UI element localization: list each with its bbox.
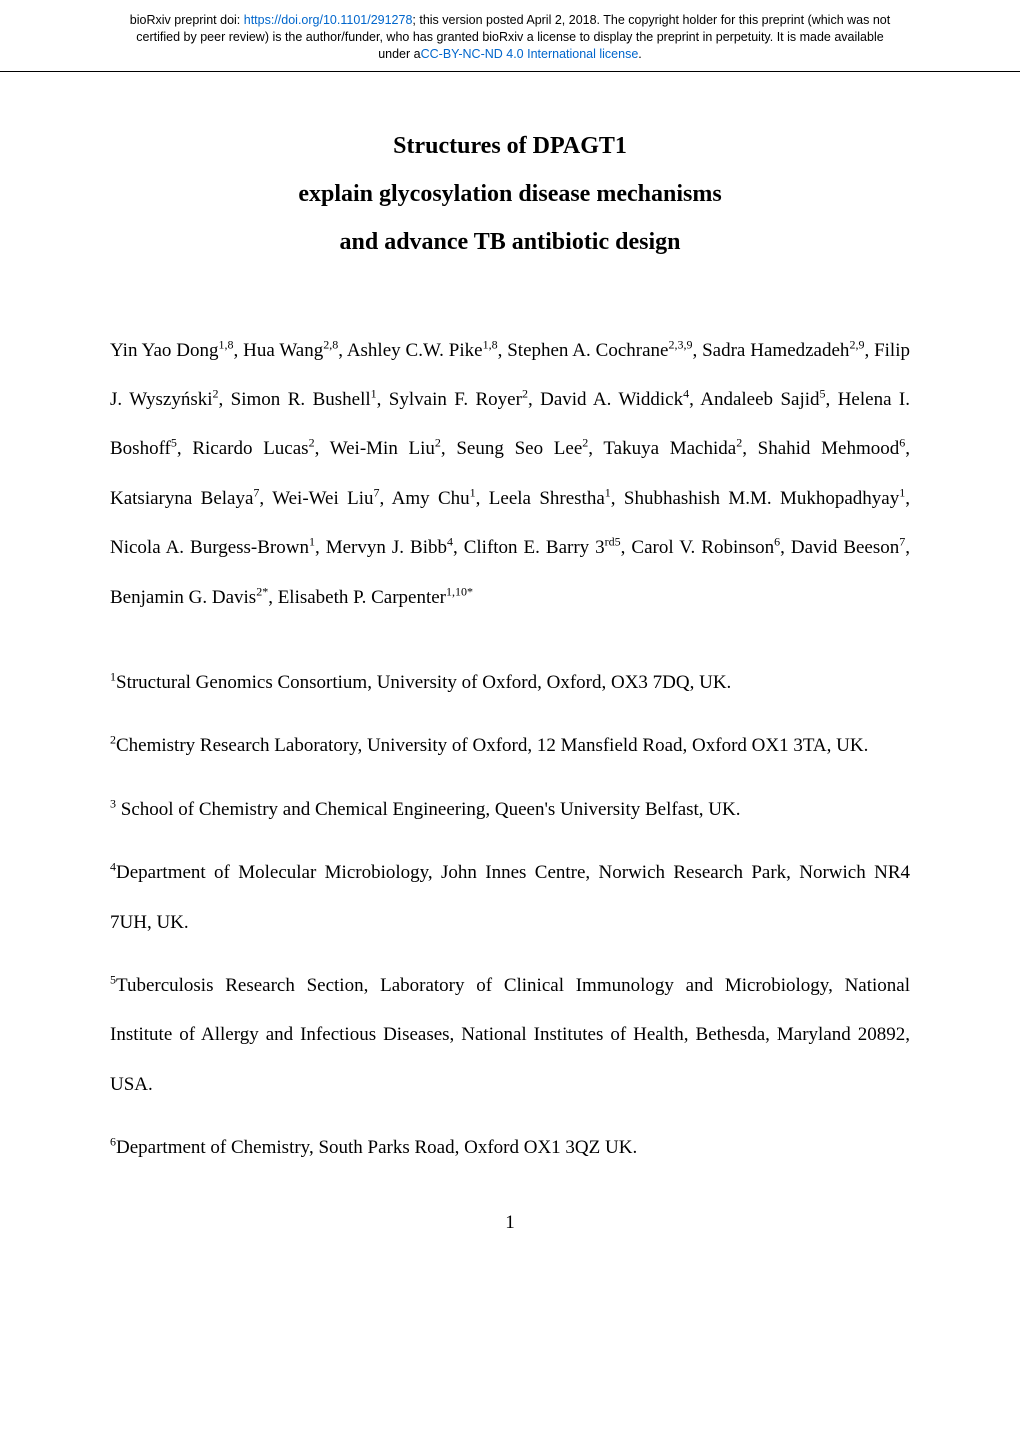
doi-link[interactable]: https://doi.org/10.1101/291278 bbox=[244, 13, 413, 27]
affiliation-5: 5Tuberculosis Research Section, Laborato… bbox=[110, 961, 910, 1109]
authors-block: Yin Yao Dong1,8, Hua Wang2,8, Ashley C.W… bbox=[110, 326, 910, 622]
header-line3-suffix: . bbox=[638, 47, 641, 61]
affiliation-1: 1Structural Genomics Consortium, Univers… bbox=[110, 658, 910, 707]
header-line1-prefix: bioRxiv preprint doi: bbox=[130, 13, 244, 27]
title-block: Structures of DPAGT1 explain glycosylati… bbox=[110, 122, 910, 266]
header-line1-suffix: ; this version posted April 2, 2018. The… bbox=[412, 13, 890, 27]
header-line3-prefix: under a bbox=[378, 47, 420, 61]
title-line-3: and advance TB antibiotic design bbox=[110, 218, 910, 266]
affiliation-4: 4Department of Molecular Microbiology, J… bbox=[110, 848, 910, 947]
affiliations-block: 1Structural Genomics Consortium, Univers… bbox=[110, 658, 910, 1173]
affiliation-6: 6Department of Chemistry, South Parks Ro… bbox=[110, 1123, 910, 1172]
header-line2: certified by peer review) is the author/… bbox=[136, 30, 883, 44]
page-body: Structures of DPAGT1 explain glycosylati… bbox=[0, 72, 1020, 1275]
title-line-2: explain glycosylation disease mechanisms bbox=[110, 170, 910, 218]
title-line-1: Structures of DPAGT1 bbox=[110, 122, 910, 170]
affiliation-3: 3 School of Chemistry and Chemical Engin… bbox=[110, 785, 910, 834]
affiliation-2: 2Chemistry Research Laboratory, Universi… bbox=[110, 721, 910, 770]
license-link[interactable]: CC-BY-NC-ND 4.0 International license bbox=[421, 47, 639, 61]
page-number: 1 bbox=[110, 1212, 910, 1234]
preprint-header: bioRxiv preprint doi: https://doi.org/10… bbox=[0, 0, 1020, 72]
